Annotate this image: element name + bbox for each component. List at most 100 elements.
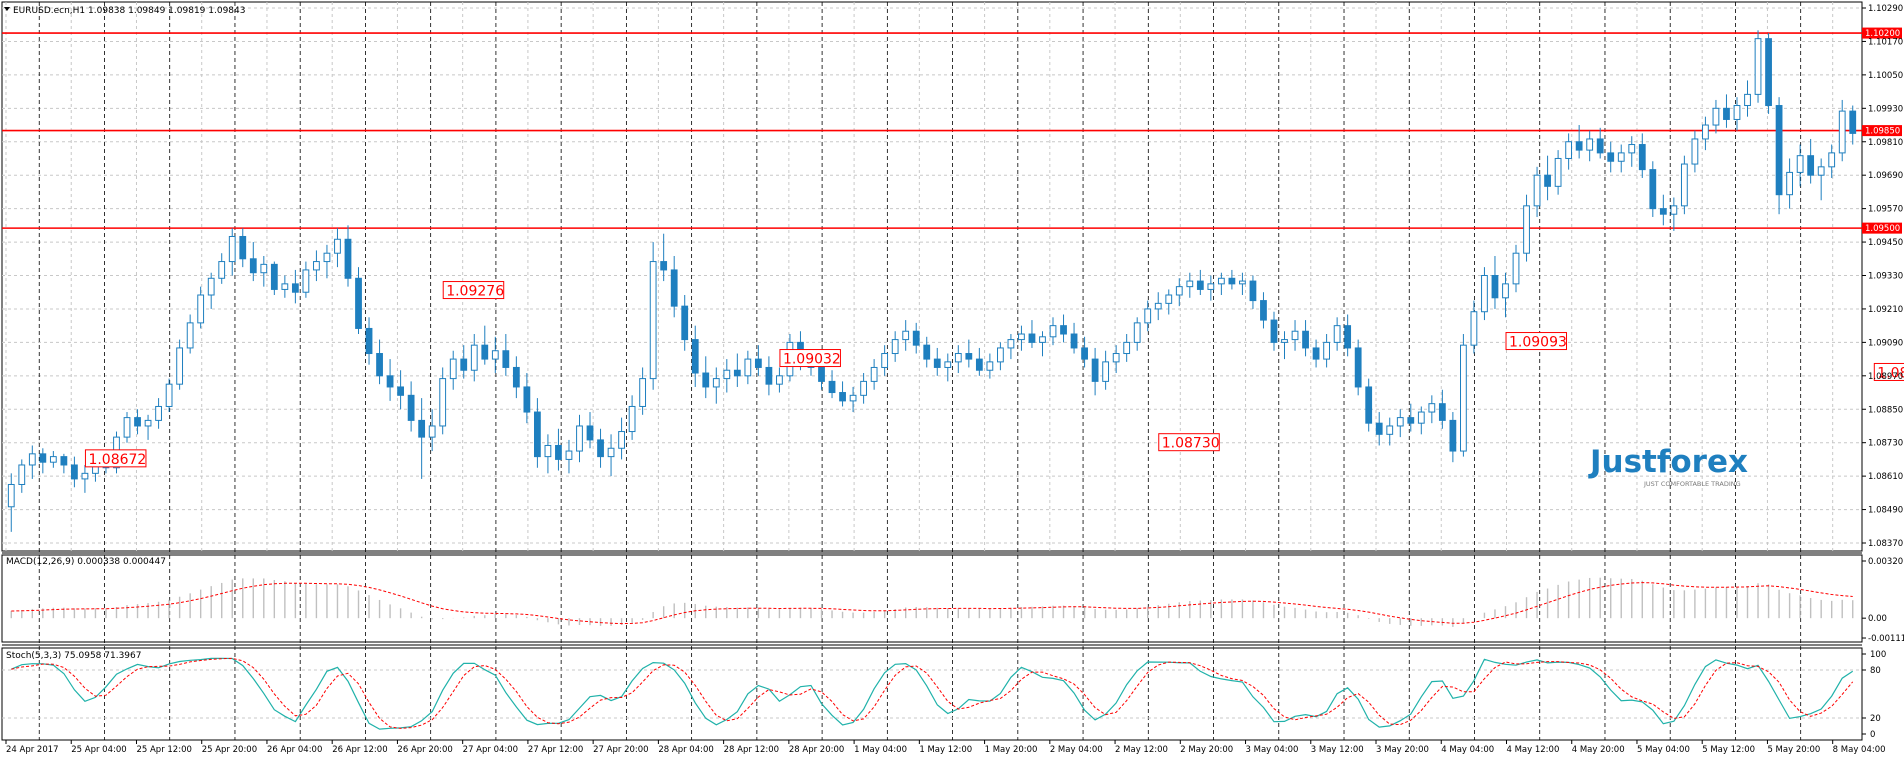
candle-body <box>449 358 457 380</box>
candle-body <box>1838 110 1846 154</box>
candle-body <box>1091 358 1099 382</box>
candle-body <box>1365 386 1373 424</box>
candle-body <box>1417 411 1425 424</box>
candle-body <box>428 425 436 438</box>
candle-body <box>1060 325 1067 335</box>
candle-body <box>207 277 215 296</box>
price-annotation-box <box>779 349 841 368</box>
price-annotations: 1.08672 1.09276 1.09032 1.08730 1.09093 1.089… <box>84 281 1904 468</box>
y-tick-label: 1.08970 <box>1868 372 1903 382</box>
price-annotation-box <box>442 281 505 300</box>
x-tick-label: 2 May 12:00 <box>1115 745 1168 755</box>
candle-body <box>1123 341 1131 355</box>
candle-body <box>1617 152 1625 162</box>
candle-body <box>1659 208 1667 215</box>
grid-lines <box>2 2 1862 551</box>
price-annotation-label: 1.09032 <box>783 352 841 368</box>
candle-body <box>1333 325 1341 343</box>
macd-y-tick-label: 0.00 <box>1868 614 1887 624</box>
price-annotation-box <box>1505 332 1568 351</box>
candle-body <box>597 439 604 458</box>
candle-body <box>765 366 773 385</box>
candle-body <box>912 330 920 346</box>
chart-frames <box>1 1 1863 741</box>
candle-body <box>1638 144 1646 171</box>
price-levels: 1.10200 1.09850 1.09500 <box>2 27 1902 234</box>
x-tick-label: 26 Apr 04:00 <box>267 745 322 755</box>
price-annotation-box <box>1158 433 1220 452</box>
candle-body <box>975 358 983 371</box>
price-annotation-box <box>84 449 147 468</box>
brand-logo-text: Justforex <box>1588 444 1748 480</box>
candle-body <box>470 344 478 371</box>
candle-body <box>28 453 36 466</box>
candle-body <box>397 386 404 396</box>
macd-signal-line <box>11 582 1853 625</box>
candle-body <box>186 322 194 349</box>
candle-body <box>1428 403 1436 413</box>
candle-body <box>881 353 889 368</box>
candle-body <box>49 456 57 463</box>
candle-body <box>1533 174 1541 207</box>
time-axis: 24 Apr 2017 25 Apr 04:00 25 Apr 12:00 25 Ap… <box>5 740 1886 755</box>
candle-body <box>249 258 257 274</box>
candle-body <box>1175 286 1183 296</box>
candle-body <box>1249 280 1257 302</box>
candle-body <box>323 252 331 263</box>
candle-body <box>1733 105 1741 120</box>
y-tick-label: 1.08490 <box>1868 506 1903 516</box>
candle-body <box>1049 325 1057 338</box>
x-tick-label: 26 Apr 20:00 <box>397 745 452 755</box>
candle-body <box>1291 330 1299 341</box>
candle-body <box>144 419 152 427</box>
candle-body <box>986 361 994 371</box>
stoch-panel: 100 80 20 0 <box>2 650 1886 740</box>
candle-body <box>997 347 1004 363</box>
candle-body <box>944 361 952 368</box>
candle-body <box>555 444 562 460</box>
candle-body <box>1196 280 1204 290</box>
candle-body <box>123 417 131 438</box>
candle-body <box>418 419 426 438</box>
candle-body <box>7 483 15 508</box>
stoch-y-tick-label: 80 <box>1870 666 1881 676</box>
x-tick-label: 5 May 04:00 <box>1637 745 1690 755</box>
x-tick-label: 1 May 12:00 <box>919 745 972 755</box>
x-tick-label: 26 Apr 12:00 <box>332 745 387 755</box>
candle-body <box>1828 152 1836 168</box>
dropdown-arrow-icon[interactable] <box>4 7 10 11</box>
candle-body <box>1207 283 1215 290</box>
candle-body <box>891 339 899 355</box>
candle-body <box>1354 347 1362 388</box>
candle-body <box>1744 93 1751 107</box>
stoch-y-tick-label: 20 <box>1870 714 1881 724</box>
candle-body <box>218 261 226 279</box>
candle-body <box>281 283 289 290</box>
price-annotation-label: 1.08730 <box>1162 436 1220 452</box>
window-header[interactable]: EURUSD.ecn,H1 1.09838 1.09849 1.09819 1.… <box>4 6 245 16</box>
candle-body <box>1260 300 1267 321</box>
candle-body <box>1512 252 1520 285</box>
x-tick-label: 8 May 04:00 <box>1833 745 1886 755</box>
price-annotation-label: 1.08982 <box>1877 365 1904 381</box>
candle-body <box>1849 110 1857 134</box>
candle-body <box>1112 353 1120 363</box>
candle-body <box>1407 417 1415 424</box>
candle-body <box>1481 275 1488 313</box>
candle-body <box>712 378 720 388</box>
candle-body <box>1144 308 1152 324</box>
candle-body <box>607 447 615 458</box>
candle-body <box>1270 319 1278 343</box>
candle-body <box>1670 205 1678 215</box>
candle-body <box>1070 333 1078 349</box>
y-tick-label: 1.09090 <box>1868 338 1903 348</box>
candle-body <box>839 392 846 402</box>
candle-body <box>828 380 836 394</box>
candle-body <box>512 366 520 388</box>
candle-body <box>1691 138 1699 165</box>
candle-body <box>723 369 731 380</box>
price-annotation-box <box>1873 362 1904 381</box>
candle-body <box>849 394 857 402</box>
